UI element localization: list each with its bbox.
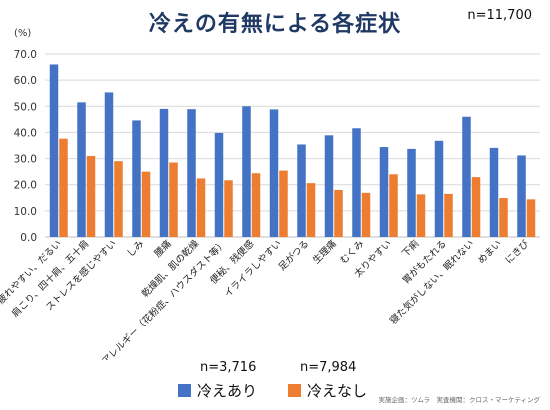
y-tick-label: 0.0 bbox=[20, 232, 37, 244]
legend-n-cold: n=3,716 bbox=[200, 360, 257, 375]
y-tick-label: 40.0 bbox=[14, 127, 37, 139]
x-tick-label: めまい bbox=[476, 238, 504, 266]
credit-note: 実施企画：ツムラ 実査機関：クロス・マーケティング bbox=[378, 396, 540, 404]
bar-cold bbox=[269, 109, 279, 237]
bar-cold bbox=[379, 147, 389, 237]
x-tick-label: 下痢 bbox=[399, 237, 421, 259]
bar-cold bbox=[489, 147, 499, 237]
bar-cold bbox=[187, 109, 196, 237]
bar-no-cold bbox=[196, 178, 206, 237]
x-tick-label: 足がつる bbox=[276, 238, 311, 273]
bar-cold bbox=[352, 128, 361, 237]
chart-title: 冷えの有無による各症状 bbox=[148, 12, 402, 37]
y-tick-label: 70.0 bbox=[14, 49, 37, 61]
bar-no-cold bbox=[306, 183, 316, 237]
legend-swatch-no-cold bbox=[288, 384, 301, 397]
bar-no-cold bbox=[389, 174, 398, 237]
y-tick-label: 30.0 bbox=[14, 154, 37, 166]
bar-cold bbox=[242, 106, 251, 238]
bar-cold bbox=[77, 102, 86, 237]
y-tick-label: 10.0 bbox=[14, 206, 37, 218]
bar-no-cold bbox=[169, 162, 178, 237]
x-tick-label: 生理痛 bbox=[310, 237, 339, 266]
bar-cold bbox=[159, 108, 169, 238]
legend-swatch-cold bbox=[178, 384, 191, 397]
bar-cold bbox=[517, 155, 526, 237]
x-tick-label: 腰痛 bbox=[152, 237, 174, 259]
bar-cold bbox=[462, 116, 471, 237]
bar-no-cold bbox=[59, 138, 68, 237]
bar-no-cold bbox=[141, 171, 151, 237]
legend-n-no-cold: n=7,984 bbox=[300, 360, 357, 375]
bar-cold bbox=[104, 92, 114, 238]
bar-cold bbox=[214, 132, 224, 237]
bar-no-cold bbox=[416, 194, 426, 237]
legend: n=3,716 n=7,984 冷えあり 冷えなし bbox=[0, 360, 550, 410]
legend-item-cold: 冷えあり bbox=[178, 380, 257, 401]
bar-no-cold bbox=[499, 198, 508, 237]
bar-no-cold bbox=[279, 170, 288, 237]
bar-cold bbox=[324, 135, 334, 237]
bar-no-cold bbox=[224, 180, 233, 237]
bar-cold bbox=[297, 144, 306, 237]
x-tick-label: にきび bbox=[503, 238, 531, 266]
bar-no-cold bbox=[361, 192, 371, 237]
bar-no-cold bbox=[334, 189, 343, 237]
bar-cold bbox=[132, 120, 141, 237]
y-axis-unit-label: (%) bbox=[14, 28, 31, 39]
bar-cold bbox=[434, 140, 444, 237]
bar-no-cold bbox=[114, 161, 123, 237]
sample-size-total: n=11,700 bbox=[467, 8, 532, 23]
legend-label-no-cold: 冷えなし bbox=[307, 382, 368, 400]
bar-no-cold bbox=[526, 199, 536, 237]
y-tick-label: 20.0 bbox=[14, 180, 37, 192]
bar-no-cold bbox=[471, 177, 481, 237]
bar-cold bbox=[407, 148, 416, 237]
bar-no-cold bbox=[86, 155, 96, 237]
bar-chart: (%)0.010.020.030.040.050.060.070.0疲れやすい、… bbox=[0, 28, 540, 360]
x-tick-label: しみ bbox=[125, 238, 146, 259]
bar-no-cold bbox=[251, 173, 261, 237]
legend-item-no-cold: 冷えなし bbox=[288, 380, 367, 401]
y-tick-label: 50.0 bbox=[14, 101, 37, 113]
y-tick-label: 60.0 bbox=[14, 75, 37, 87]
bar-cold bbox=[49, 64, 59, 237]
legend-label-cold: 冷えあり bbox=[197, 382, 258, 400]
bar-no-cold bbox=[444, 193, 453, 237]
x-tick-label: アレルギー（花粉症、ハウスダスト等） bbox=[99, 238, 228, 360]
